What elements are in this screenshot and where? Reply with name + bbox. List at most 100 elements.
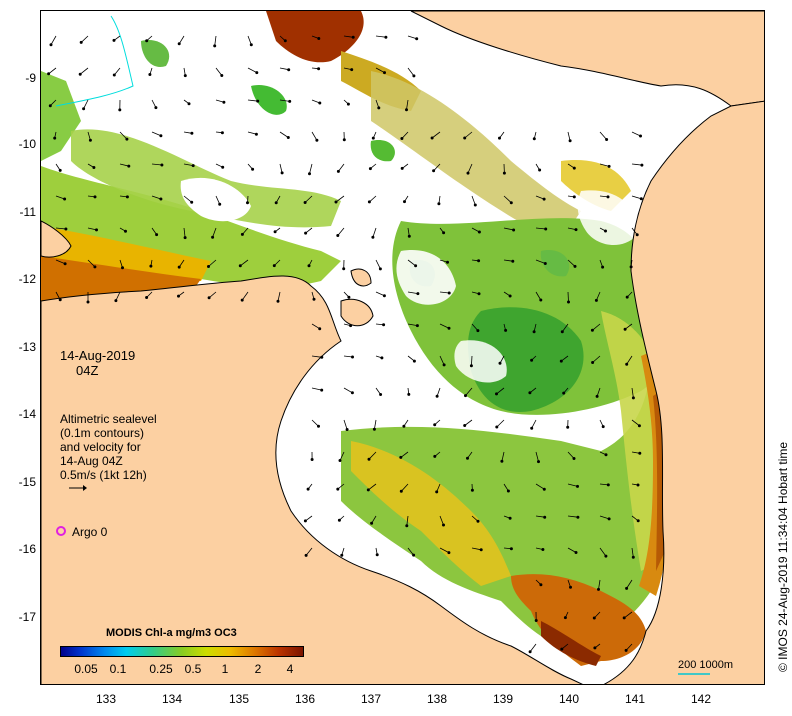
velocity-arrowhead [255,71,259,75]
velocity-arrowhead [371,136,375,140]
velocity-arrowhead [536,460,540,464]
velocity-arrowhead [154,106,158,110]
velocity-arrowhead [399,455,403,459]
velocity-arrowhead [382,294,386,298]
velocity-arrowhead [476,519,480,523]
velocity-arrow [343,35,354,38]
velocity-arrowhead [211,235,215,239]
velocity-arrow [626,579,633,589]
velocity-arrowhead [435,490,439,494]
velocity-arrowhead [350,355,354,359]
legend-line: (0.1m contours) [60,426,145,440]
velocity-vectors [47,35,644,654]
velocity-arrow [561,323,569,332]
velocity-arrowhead [604,554,608,558]
velocity-arrowhead [88,138,92,142]
velocity-arrow [368,451,377,460]
map-panel[interactable] [40,10,765,685]
velocity-arrowhead [221,165,225,169]
velocity-arrowhead [127,164,131,168]
velocity-arrow [311,387,322,391]
velocity-arrowhead [340,553,344,557]
velocity-arrow [151,163,162,166]
velocity-arrowhead [318,327,322,331]
velocity-arrowhead [334,200,338,204]
velocity-arrowhead [63,197,67,201]
velocity-arrowhead [532,137,536,141]
velocity-arrow [115,291,121,301]
velocity-arrowhead [465,456,469,460]
velocity-arrowhead [572,195,576,199]
velocity-arrow [535,451,539,462]
velocity-arrowhead [539,298,543,302]
velocity-arrowhead [508,516,512,520]
lon-tick: 135 [228,692,250,706]
lon-tick: 138 [426,692,448,706]
velocity-arrowhead [378,267,382,271]
velocity-arrowhead [379,392,383,396]
velocity-arrow [214,35,217,46]
argo-marker[interactable] [56,526,66,536]
velocity-arrowhead [574,551,578,555]
velocity-arrowhead [572,456,576,460]
velocity-arrowhead [530,426,534,430]
velocity-arrowhead [349,324,353,328]
velocity-arrowhead [222,100,226,104]
credit-text: © IMOS 24-Aug-2019 11:34:04 Hobart time [776,441,790,672]
colorbar-tick: 0.25 [149,662,173,676]
velocity-arrowhead [597,587,601,591]
velocity-arrow [439,355,445,366]
velocity-arrow [311,131,318,141]
velocity-arrowhead [317,67,321,71]
velocity-arrowhead [400,137,404,141]
velocity-arrowhead [377,106,381,110]
velocity-arrowhead [594,298,598,302]
velocity-arrowhead [149,264,153,268]
velocity-arrowhead [576,515,580,519]
velocity-arrowhead [590,328,594,332]
velocity-arrowhead [502,171,506,175]
velocity-arrowhead [48,104,52,108]
velocity-arrowhead [125,195,129,199]
velocity-arrowhead [183,74,187,78]
colorbar [60,646,304,657]
lat-tick: -12 [18,272,36,286]
velocity-arrowhead [254,132,258,136]
velocity-arrow [247,67,257,73]
velocity-arrow [241,291,249,301]
velocity-arrowhead [206,264,210,268]
velocity-arrow [407,547,414,556]
velocity-arrow [496,387,505,395]
velocity-arrowhead [566,425,570,429]
velocity-arrowhead [604,229,608,233]
velocity-arrow [631,131,641,137]
velocity-arrow [623,611,633,619]
velocity-arrow [279,163,283,173]
velocity-arrowhead [412,553,416,557]
velocity-arrowhead [58,298,62,302]
velocity-arrowhead [274,201,278,205]
velocity-arrowhead [591,360,595,364]
velocity-arrow [599,163,610,167]
velocity-arrowhead [412,74,416,78]
velocity-arrowhead [433,454,437,458]
velocity-arrow [208,291,217,299]
velocity-arrowhead [47,72,51,76]
velocity-arrow [79,67,89,75]
velocity-arrow [567,259,576,267]
velocity-arrow [178,35,185,45]
velocity-arrowhead [336,233,340,237]
velocity-arrow [247,99,258,102]
velocity-arrowhead [639,134,643,138]
velocity-arrow [439,323,450,329]
velocity-arrowhead [463,423,467,427]
legend-line: 0.5m/s (1kt 12h) [60,468,147,482]
velocity-arrowhead [528,650,532,654]
velocity-arrow [375,291,385,297]
velocity-arrow [375,67,385,73]
velocity-arrow [599,131,607,140]
velocity-arrow [309,163,313,174]
velocity-arrowhead [159,134,163,138]
velocity-arrowhead [595,394,599,398]
velocity-arrow [119,163,129,167]
